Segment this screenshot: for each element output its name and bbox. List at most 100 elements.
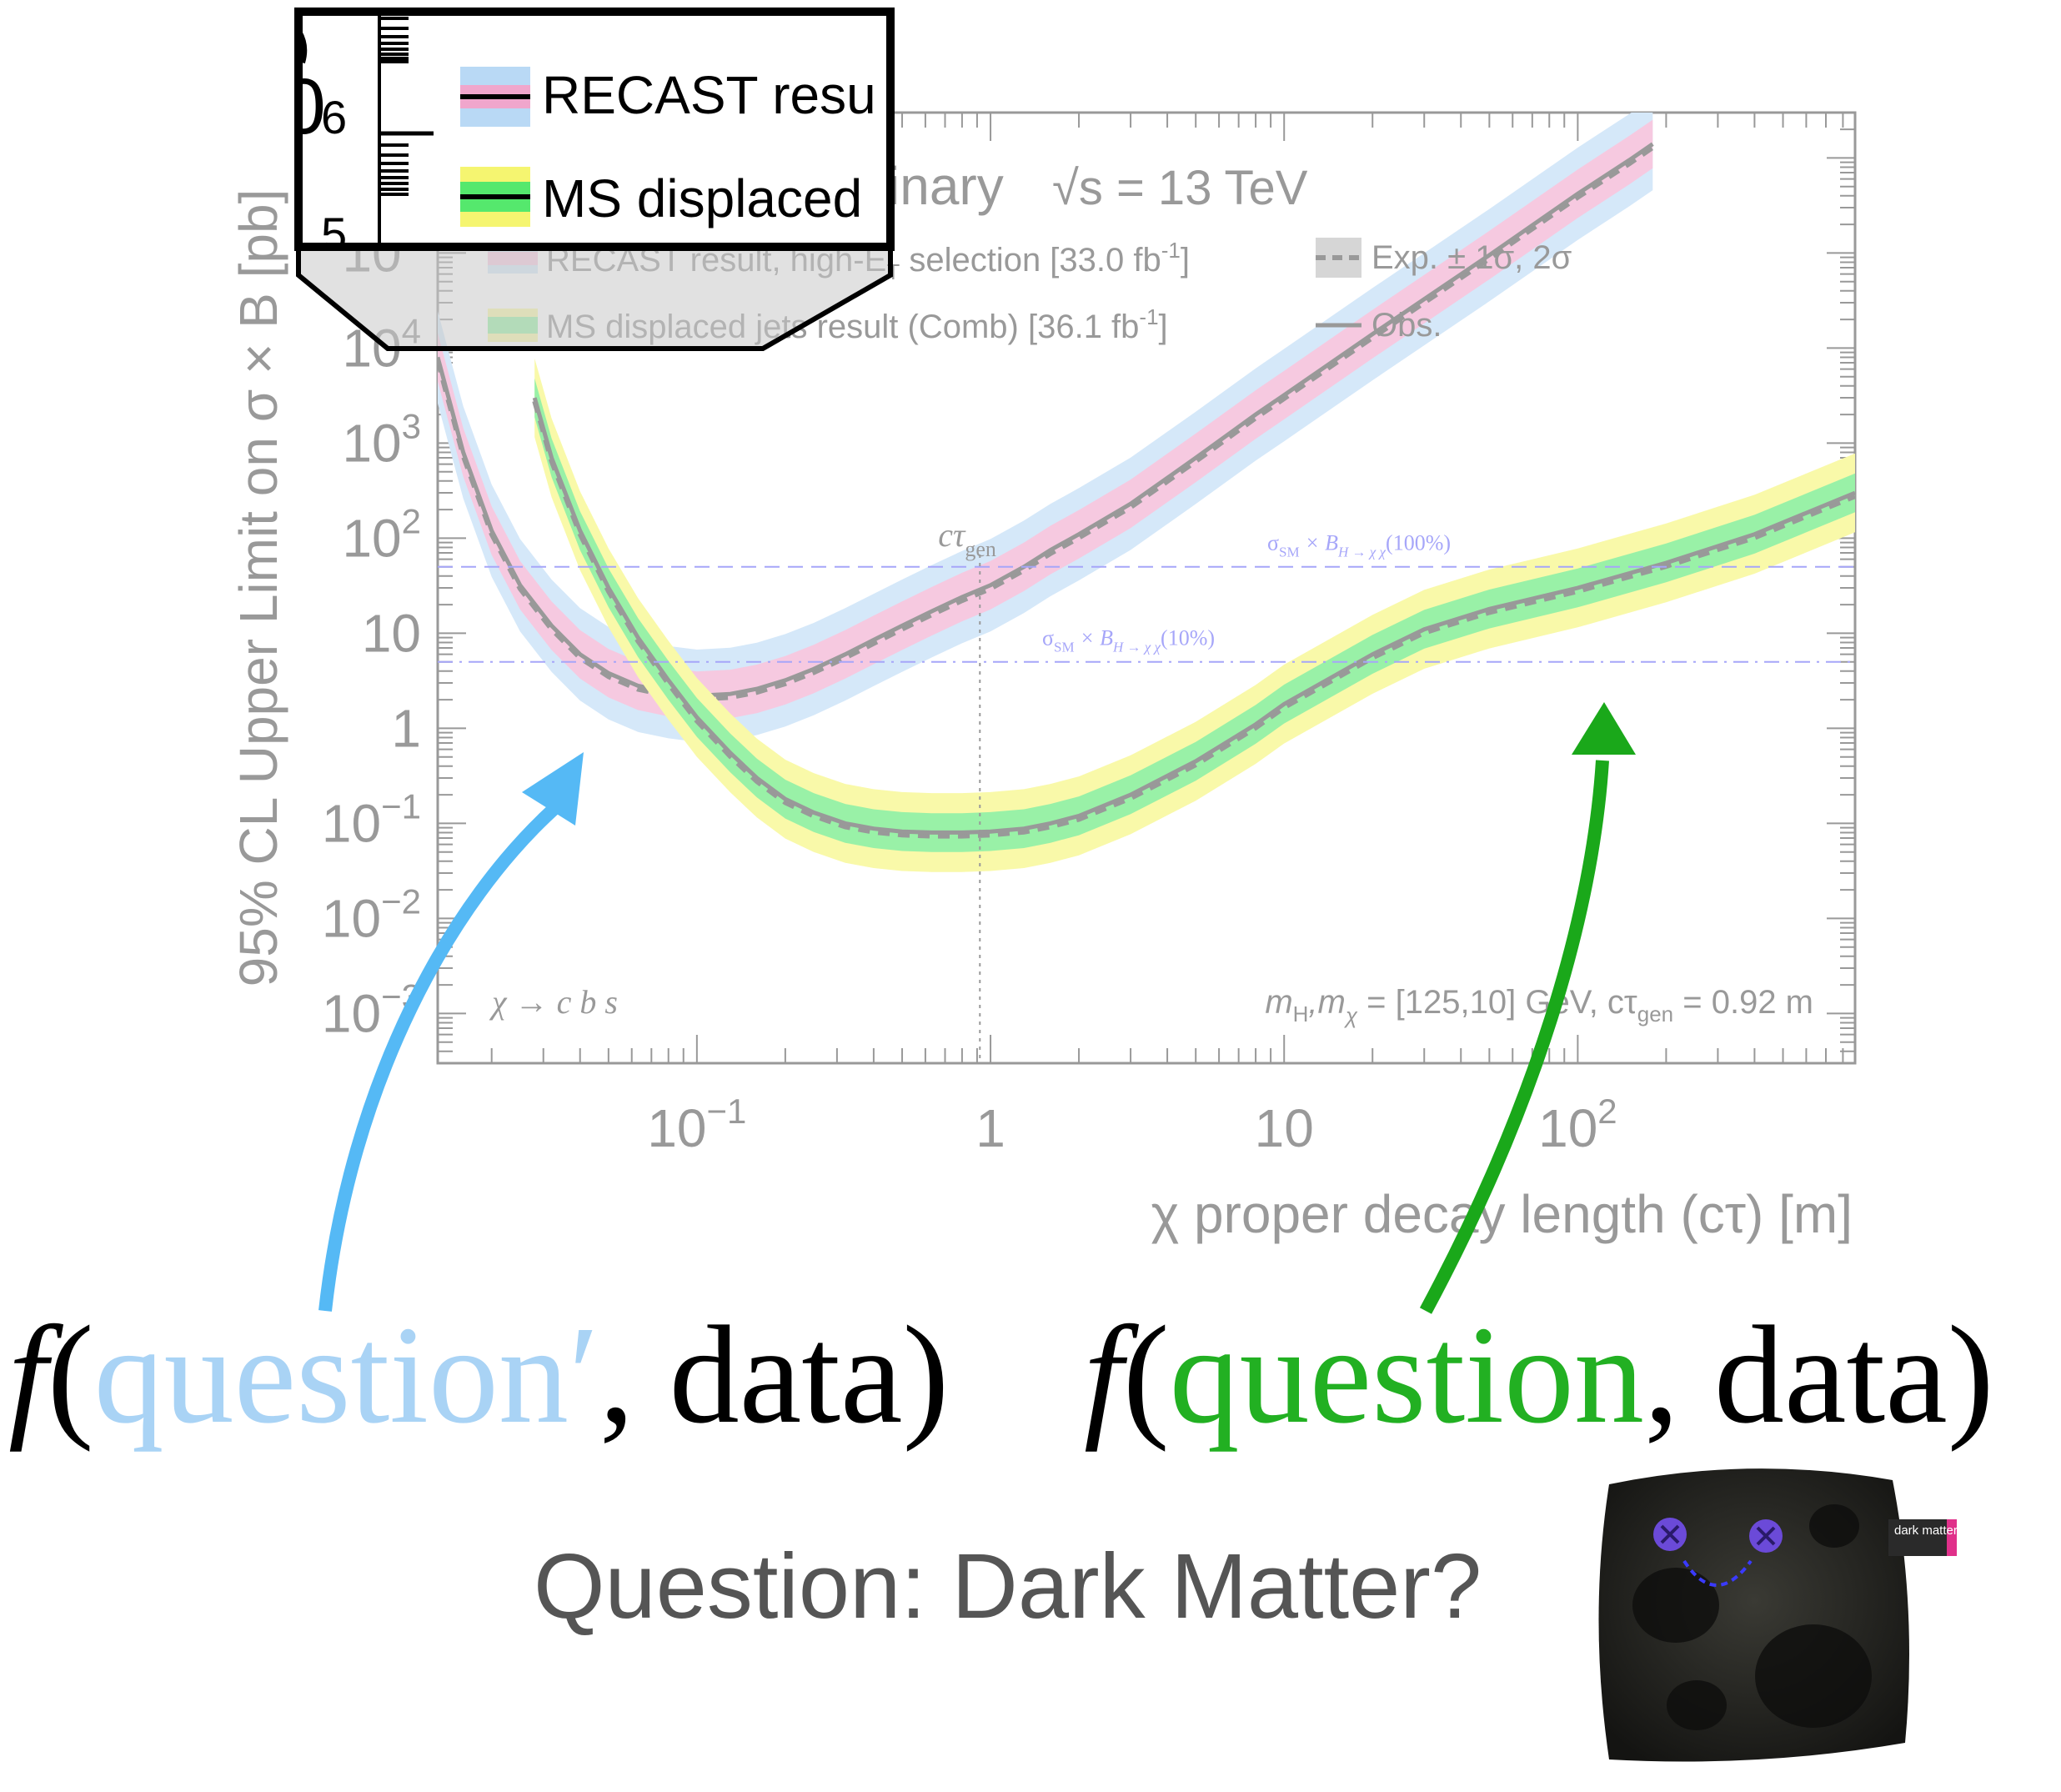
mass-end: = [125,10] GeV, cτ <box>1357 984 1637 1021</box>
ref-sigma: σ <box>1267 531 1279 555</box>
reference-label-10pct: σSM × BH → χ χ(10%) <box>1042 626 1215 655</box>
left-arrow-shaft <box>318 800 564 1312</box>
formula-left-rest: , data) <box>599 1298 950 1453</box>
formula-right-question: question <box>1170 1298 1644 1453</box>
mass-mid: ,m <box>1308 984 1345 1021</box>
formula-left-open: ( <box>48 1298 94 1453</box>
x-tick-exp: 2 <box>1597 1092 1617 1131</box>
y-tick-base: 10 <box>362 603 421 663</box>
ref-mid: × B <box>1075 626 1114 650</box>
y-tick-label: 102 <box>342 501 421 568</box>
mass-m: m <box>1265 984 1292 1021</box>
y-tick-exp: −2 <box>381 881 421 921</box>
ref-sub2: H → χ χ <box>1112 640 1161 655</box>
mass-annotation: mH,mχ = [125,10] GeV, cτgen = 0.92 m <box>1265 984 1813 1028</box>
inset-frame <box>294 8 895 251</box>
y-tick-exp: 3 <box>402 406 421 445</box>
x-tick-base: 1 <box>975 1098 1005 1158</box>
expected-line <box>438 145 1655 702</box>
y-tick-exp: 2 <box>402 501 421 540</box>
mass-sub3: gen <box>1637 1001 1673 1027</box>
legend-ms-sup: -1 <box>1139 304 1158 329</box>
expected-line <box>532 400 1855 839</box>
y-tick-label: 1 <box>391 698 421 758</box>
limit-bands <box>438 113 1855 872</box>
legend-exp-label: Exp. ± 1σ, 2σ <box>1371 239 1572 276</box>
y-tick-label: 103 <box>342 406 421 473</box>
ref-sub2: H → χ χ <box>1337 545 1387 560</box>
recast-band-outer <box>438 113 1653 742</box>
zoom-inset: 0 6 5 RECAST resu MS displaced <box>282 8 895 351</box>
inset-legend-ms: MS displaced <box>542 168 862 228</box>
y-tick-label: 10 <box>362 603 421 663</box>
formula-right-open: ( <box>1123 1298 1170 1453</box>
ms-band-1sigma <box>534 378 1855 852</box>
plush-tag-text: dark matter <box>1894 1523 1958 1538</box>
formula-right: f(question, data) <box>1084 1298 1994 1453</box>
ref-mid: × B <box>1300 531 1339 555</box>
experiment-label: inary <box>888 156 1004 216</box>
inset-tick-label: 0 <box>282 63 326 151</box>
reference-label-100pct: σSM × BH → χ χ(100%) <box>1267 531 1451 560</box>
plush-smile <box>1682 1559 1753 1587</box>
y-tick-base: 10 <box>322 983 381 1043</box>
formula-left: f(question′, data) <box>8 1298 949 1453</box>
ref-sub: SM <box>1054 640 1075 655</box>
y-axis-label: 95% CL Upper Limit on σ × B [pb] <box>228 189 288 987</box>
right-arrow-shaft <box>1419 760 1609 1314</box>
decay-annotation: χ → c b s <box>489 983 618 1021</box>
formulas: f(question′, data) f(question, data) Que… <box>8 1298 1994 1638</box>
series-recast <box>438 113 1655 742</box>
legend-recast-sup: -1 <box>1161 238 1181 263</box>
ctau-gen-label: cτgen <box>938 516 996 561</box>
y-tick-exp: −1 <box>381 786 421 826</box>
legend-ms-end: ] <box>1159 309 1168 345</box>
inset-legend-recast: RECAST resu <box>542 65 876 125</box>
plush-crater <box>1809 1504 1859 1548</box>
x-tick-exp: −1 <box>707 1092 747 1131</box>
arrows <box>318 702 1636 1314</box>
legend-obs-label: Obs. <box>1371 307 1442 344</box>
y-tick-base: 10 <box>342 508 401 568</box>
inset-ticks <box>379 17 434 196</box>
right-arrow-head <box>1572 702 1636 755</box>
plush-tag <box>1888 1519 1957 1556</box>
x-tick-base: 10 <box>1538 1098 1597 1158</box>
observed-line <box>532 397 1855 835</box>
x-tick-label: 10−1 <box>647 1092 746 1158</box>
mass-sub1: H <box>1293 1001 1309 1027</box>
inset-tick-exp-6: 6 <box>321 91 347 143</box>
ref-end: (100%) <box>1386 531 1451 555</box>
question-text: Question: Dark Matter? <box>534 1535 1482 1638</box>
x-tick-base: 10 <box>1255 1098 1314 1158</box>
left-arrow-head <box>522 752 584 826</box>
x-tick-base: 10 <box>647 1098 706 1158</box>
x-axis-label: χ proper decay length (cτ) [m] <box>1151 1184 1853 1244</box>
x-tick-label: 1 <box>975 1098 1005 1158</box>
y-tick-label: 10−1 <box>322 786 421 853</box>
ctau-sub: gen <box>965 537 996 561</box>
legend-recast-suffix: selection [33.0 fb <box>900 242 1161 279</box>
y-tick-label: 10−2 <box>322 881 421 948</box>
reference-lines: σSM × BH → χ χ(100%)σSM × BH → χ χ(10%)c… <box>438 516 1855 1063</box>
y-tick-base: 10 <box>322 793 381 853</box>
x-tick-label: 102 <box>1538 1092 1617 1158</box>
ref-sigma: σ <box>1042 626 1054 650</box>
legend-recast-end: ] <box>1181 242 1190 279</box>
ref-end: (10%) <box>1161 626 1215 650</box>
series-ms-displaced <box>532 358 1855 872</box>
observed-line <box>438 142 1654 698</box>
y-tick-base: 1 <box>391 698 421 758</box>
plush-eye-stitch <box>1660 1524 1680 1544</box>
plush-eye-stitch <box>1756 1526 1776 1546</box>
plush-crater <box>1632 1568 1719 1643</box>
mass-sub2: χ <box>1344 1003 1358 1028</box>
y-tick-base: 10 <box>322 888 381 948</box>
inset-tick-exp-5: 5 <box>321 208 347 260</box>
mass-tail: = 0.92 m <box>1673 984 1813 1021</box>
x-tick-label: 10 <box>1255 1098 1314 1158</box>
plush-crater <box>1755 1624 1872 1728</box>
formula-left-question: question′ <box>94 1298 599 1453</box>
